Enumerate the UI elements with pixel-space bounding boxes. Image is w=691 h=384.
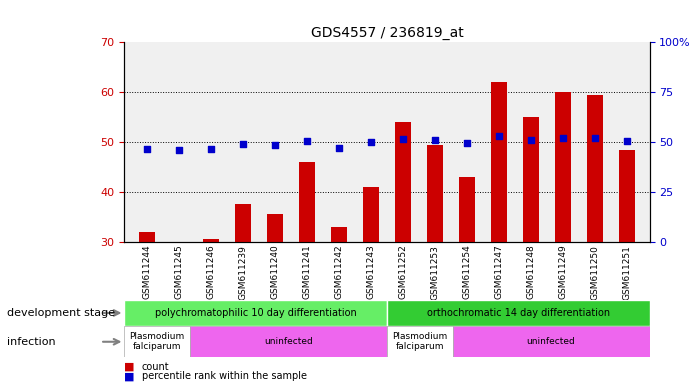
Text: polychromatophilic 10 day differentiation: polychromatophilic 10 day differentiatio…	[155, 308, 357, 318]
Point	[269, 142, 281, 148]
Point	[397, 136, 408, 142]
Point	[558, 135, 569, 141]
Text: development stage: development stage	[7, 308, 115, 318]
Bar	[171, 242, 187, 384]
Bar	[235, 204, 251, 384]
Point	[493, 133, 504, 139]
Bar	[459, 177, 475, 384]
Bar	[523, 117, 539, 384]
Text: Plasmodium
falciparum: Plasmodium falciparum	[392, 332, 447, 351]
Text: uninfected: uninfected	[264, 337, 313, 346]
Point	[526, 137, 537, 143]
FancyBboxPatch shape	[387, 300, 650, 326]
Point	[301, 138, 312, 144]
Text: ■: ■	[124, 371, 135, 381]
Bar	[395, 122, 411, 384]
Point	[333, 145, 344, 151]
Bar	[203, 240, 219, 384]
Text: uninfected: uninfected	[527, 337, 576, 346]
Point	[366, 139, 377, 145]
Bar	[427, 144, 443, 384]
FancyBboxPatch shape	[453, 326, 650, 357]
Point	[589, 135, 600, 141]
Bar	[299, 162, 315, 384]
Text: ■: ■	[124, 362, 135, 372]
Bar	[555, 92, 571, 384]
Text: orthochromatic 14 day differentiation: orthochromatic 14 day differentiation	[426, 308, 610, 318]
Bar	[331, 227, 347, 384]
Point	[462, 140, 473, 146]
Text: infection: infection	[7, 337, 55, 347]
Text: percentile rank within the sample: percentile rank within the sample	[142, 371, 307, 381]
Point	[141, 146, 152, 152]
Point	[237, 141, 248, 147]
Bar	[139, 232, 155, 384]
Bar	[619, 149, 635, 384]
Bar	[587, 94, 603, 384]
Bar	[267, 214, 283, 384]
Bar	[491, 82, 507, 384]
Point	[205, 146, 216, 152]
Bar	[363, 187, 379, 384]
Point	[173, 147, 184, 153]
Point	[430, 137, 441, 143]
Title: GDS4557 / 236819_at: GDS4557 / 236819_at	[310, 26, 464, 40]
FancyBboxPatch shape	[124, 300, 387, 326]
FancyBboxPatch shape	[387, 326, 453, 357]
FancyBboxPatch shape	[190, 326, 387, 357]
Text: count: count	[142, 362, 169, 372]
FancyBboxPatch shape	[124, 326, 190, 357]
Point	[622, 138, 633, 144]
Text: Plasmodium
falciparum: Plasmodium falciparum	[130, 332, 184, 351]
